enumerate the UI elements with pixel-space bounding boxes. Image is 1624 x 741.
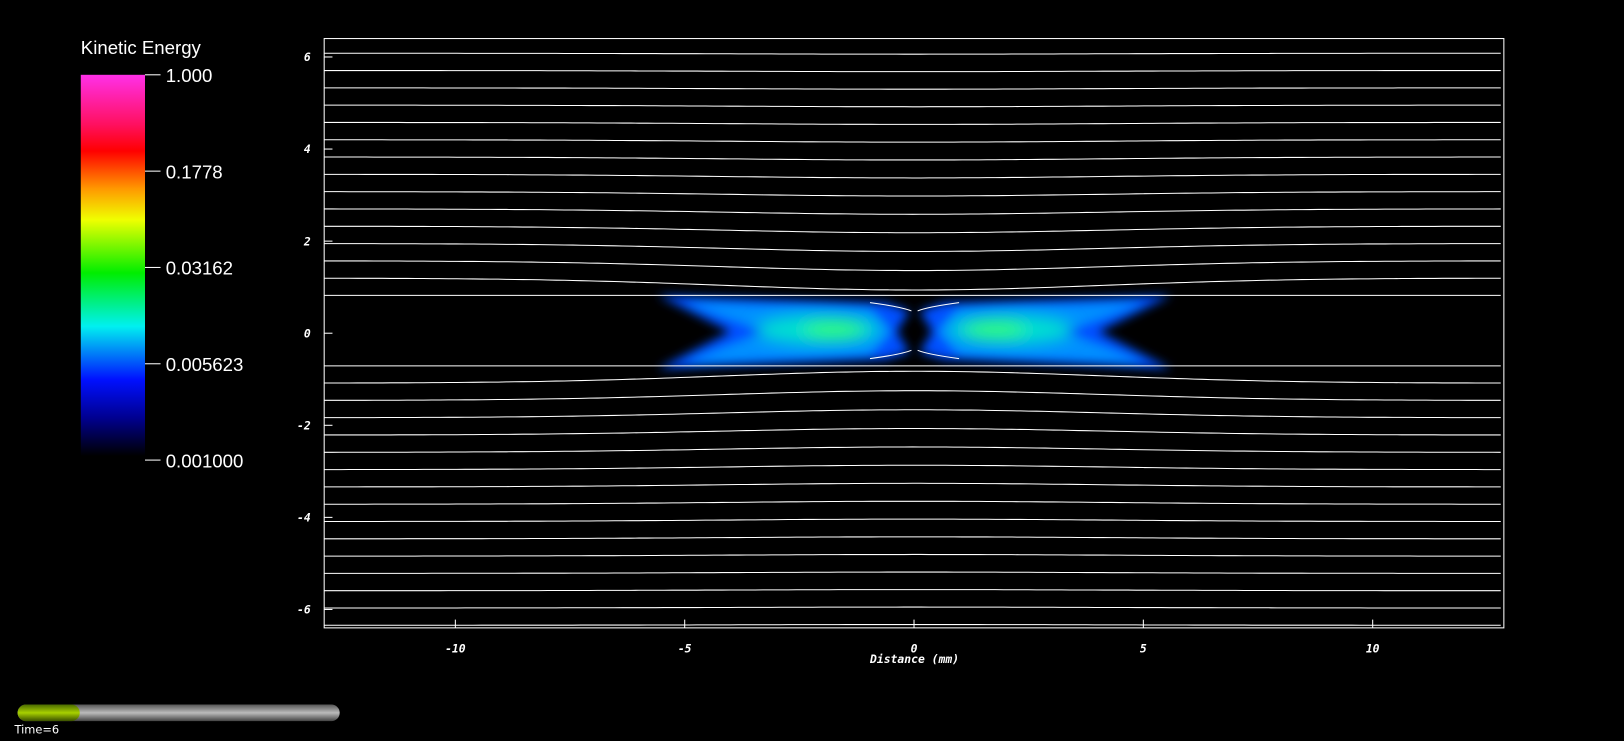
- colorbar-tick-label: 1.000: [166, 65, 213, 86]
- field-line: [324, 121, 1501, 125]
- field-line: [324, 624, 1501, 626]
- field-line: [324, 390, 1501, 401]
- field-line: [324, 260, 1501, 272]
- colorbar-tick-label: 0.005623: [166, 354, 244, 375]
- field-line: [324, 553, 1501, 557]
- x-axis-label: Distance (mm): [869, 652, 959, 666]
- slider-track[interactable]: [17, 704, 340, 722]
- y-tick-label: 6: [304, 50, 311, 64]
- x-tick-label: 0: [911, 642, 918, 656]
- field-line: [324, 70, 1501, 73]
- colorbar-tick-label: 0.001000: [166, 450, 244, 471]
- y-tick-label: 2: [303, 234, 311, 248]
- field-line: [324, 173, 1501, 179]
- field-line: [324, 536, 1501, 540]
- colorbar: [80, 74, 145, 456]
- field-lines: [324, 52, 1501, 626]
- colorbar-tick-label: 0.1778: [166, 161, 223, 182]
- field-line: [324, 606, 1501, 609]
- field-line: [324, 243, 1501, 253]
- y-tick-label: 4: [304, 142, 311, 156]
- field-line: [324, 589, 1501, 592]
- colorbar-tick-label: 0.03162: [166, 258, 233, 279]
- x-tick-label: 10: [1366, 642, 1380, 656]
- x-tick-label: -5: [678, 642, 692, 656]
- field-line: [324, 156, 1501, 161]
- field-line: [324, 225, 1501, 234]
- y-tick-label: 0: [304, 326, 311, 340]
- field-line: [324, 571, 1501, 574]
- y-tick-label: -4: [297, 511, 311, 525]
- field-line: [324, 104, 1501, 108]
- field-line: [324, 87, 1501, 90]
- field-line: [324, 427, 1501, 436]
- time-slider[interactable]: [17, 704, 340, 722]
- time-label: Time=6: [14, 723, 60, 737]
- y-tick-label: -6: [297, 603, 311, 617]
- colorbar-title: Kinetic Energy: [81, 37, 202, 58]
- field-line: [324, 277, 1501, 291]
- field-line: [324, 464, 1501, 471]
- kinetic-energy-field: [657, 295, 1172, 369]
- field-line: [324, 446, 1501, 453]
- x-tick-label: -10: [445, 642, 466, 656]
- y-tick-label: -2: [297, 418, 311, 432]
- field-line: [324, 518, 1501, 523]
- field-line: [324, 208, 1501, 215]
- field-line: [324, 500, 1501, 505]
- field-line: [324, 139, 1501, 143]
- x-tick-label: 5: [1140, 642, 1147, 656]
- field-line: [324, 409, 1501, 419]
- field-line: [324, 52, 1501, 55]
- field-line: [324, 482, 1501, 488]
- slider-progress: [17, 704, 80, 722]
- field-line: [324, 370, 1501, 384]
- field-line: [324, 191, 1501, 197]
